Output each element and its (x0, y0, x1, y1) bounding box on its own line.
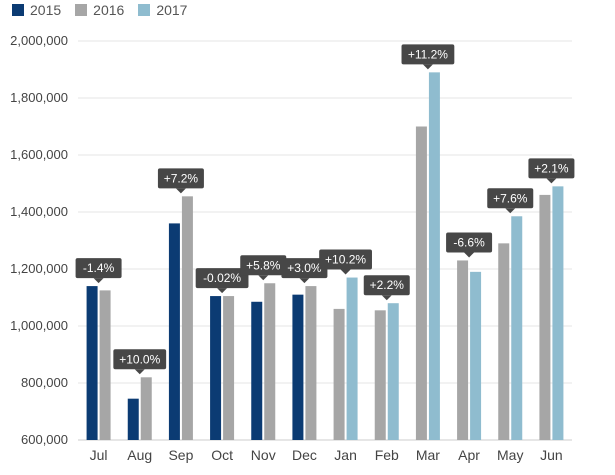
bar-2016-aug[interactable] (140, 377, 152, 440)
bar-2016-jul[interactable] (99, 290, 111, 440)
callout-box (319, 249, 372, 270)
callout-box (113, 349, 167, 370)
bar-2017-jan[interactable] (346, 277, 358, 440)
bar-2015-jul[interactable] (86, 286, 98, 440)
y-tick-label: 600,000 (21, 432, 68, 447)
callout-box (157, 168, 204, 189)
bar-2016-apr[interactable] (457, 260, 469, 440)
x-tick-label: Aug (127, 447, 152, 463)
legend-swatch-2016 (75, 4, 88, 16)
x-tick-label: Feb (375, 447, 399, 463)
x-tick-label: Sep (168, 447, 193, 463)
y-tick-label: 1,600,000 (10, 147, 68, 162)
bar-2016-mar[interactable] (415, 126, 427, 441)
y-tick-label: 800,000 (21, 375, 68, 390)
callout-box (487, 188, 534, 209)
bar-2016-nov[interactable] (264, 283, 276, 440)
bar-2017-apr[interactable] (470, 271, 482, 440)
bar-2015-nov[interactable] (251, 301, 263, 440)
callout-label: +5.8% (246, 258, 281, 272)
legend-item-2017[interactable]: 2017 (138, 2, 187, 18)
y-tick-label: 1,400,000 (10, 204, 68, 219)
x-tick-label: Jul (90, 447, 108, 463)
bar-2015-sep[interactable] (168, 223, 180, 440)
legend-label-2017: 2017 (156, 2, 188, 18)
legend: 2015 2016 2017 (12, 2, 187, 18)
callout-box (75, 258, 122, 279)
callout-box (195, 268, 249, 289)
callout-pointer (299, 278, 310, 284)
y-tick-label: 1,800,000 (10, 90, 68, 105)
bar-2015-dec[interactable] (292, 294, 304, 440)
callout-label: +2.2% (370, 278, 405, 292)
legend-swatch-2017 (138, 4, 151, 16)
callout-pointer (93, 278, 104, 284)
x-tick-label: Apr (458, 447, 480, 463)
callout-pointer (464, 252, 475, 258)
callout-pointer (175, 188, 186, 194)
bar-2015-oct[interactable] (210, 296, 222, 440)
bar-2017-feb[interactable] (387, 303, 399, 440)
callout-label: -0.02% (203, 271, 241, 285)
x-tick-label: Jan (334, 447, 357, 463)
callout-box (528, 158, 575, 179)
x-tick-label: Dec (292, 447, 317, 463)
bar-2016-dec[interactable] (305, 286, 317, 440)
legend-swatch-2015 (12, 4, 24, 16)
bar-2017-jun[interactable] (552, 186, 564, 440)
callout-pointer (381, 295, 392, 301)
callout-box (240, 255, 287, 276)
callout-pointer (258, 275, 269, 281)
callout-box (401, 44, 455, 65)
bar-2016-may[interactable] (498, 243, 510, 440)
callout-label: +10.2% (325, 253, 366, 267)
x-tick-label: Oct (211, 447, 233, 463)
callout-pointer (217, 288, 228, 294)
callout-label: -1.4% (83, 261, 115, 275)
callout-label: +7.2% (164, 171, 199, 185)
bar-2016-oct[interactable] (223, 296, 235, 440)
callout-box (363, 275, 410, 296)
bar-2015-aug[interactable] (127, 398, 139, 440)
callout-pointer (546, 178, 557, 184)
callout-label: +10.0% (119, 352, 160, 366)
bar-2017-mar[interactable] (428, 72, 440, 440)
y-tick-label: 1,000,000 (10, 318, 68, 333)
bar-2016-feb[interactable] (374, 310, 386, 440)
callout-label: +11.2% (408, 47, 448, 61)
x-tick-label: May (497, 447, 523, 463)
callout-label: +3.0% (287, 261, 322, 275)
callout-pointer (505, 208, 516, 214)
y-tick-label: 1,200,000 (10, 261, 68, 276)
bar-2017-may[interactable] (511, 216, 523, 440)
callout-box (281, 258, 328, 279)
x-tick-label: Nov (251, 447, 276, 463)
callout-label: -6.6% (453, 235, 485, 249)
callout-pointer (134, 369, 145, 375)
bar-2016-sep[interactable] (181, 196, 193, 440)
legend-item-2016[interactable]: 2016 (75, 2, 124, 18)
bar-2016-jan[interactable] (333, 308, 345, 440)
callout-label: +2.1% (534, 161, 569, 175)
bar-2016-jun[interactable] (539, 194, 551, 440)
callout-label: +7.6% (493, 191, 528, 205)
callout-box (446, 232, 493, 253)
x-tick-label: Jun (540, 447, 563, 463)
callout-pointer (422, 64, 433, 70)
x-tick-label: Mar (416, 447, 440, 463)
legend-label-2016: 2016 (93, 2, 125, 18)
y-tick-label: 2,000,000 (10, 33, 68, 48)
legend-label-2015: 2015 (30, 2, 62, 18)
legend-item-2015[interactable]: 2015 (12, 2, 61, 18)
callout-pointer (340, 269, 351, 275)
